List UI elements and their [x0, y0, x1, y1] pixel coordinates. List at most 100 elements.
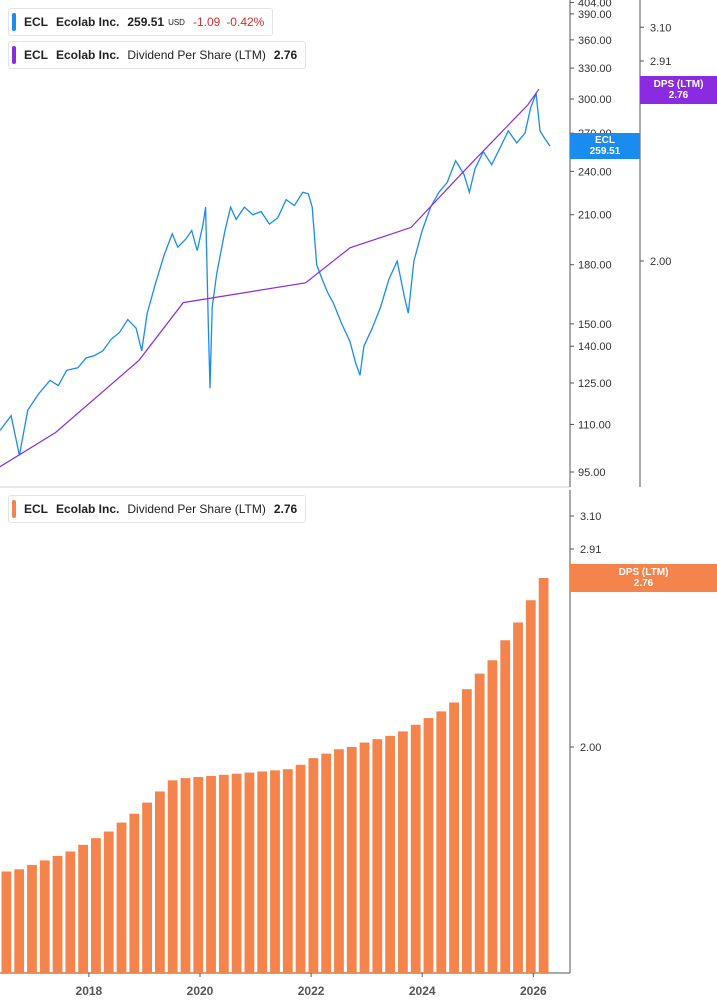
dps-bar [436, 711, 447, 973]
dps-tick-label: 3.10 [650, 22, 671, 34]
price-tick-label: 240.00 [578, 166, 612, 178]
legend-dps-top-metric: Dividend Per Share (LTM) [127, 48, 266, 62]
price-tick-label: 150.00 [578, 319, 612, 331]
dps-bar [461, 689, 472, 973]
dps-bar [206, 775, 216, 973]
price-tick-label: 110.00 [578, 419, 611, 431]
price-tag-value: 259.51 [589, 146, 621, 157]
dps-bar [372, 739, 383, 973]
legend-price-value: 259.51 [127, 15, 165, 29]
dps-bar [257, 771, 268, 973]
legend-dps-top-company: Ecolab Inc. [56, 48, 120, 62]
dps-bar [538, 578, 549, 973]
dps-bar [218, 774, 229, 973]
dps-bar [244, 772, 255, 973]
dps-bar [295, 764, 306, 973]
dps-bottom-tick-label: 2.91 [580, 544, 601, 556]
dps-axis-ticks-top: 3.10 2.91 2.00 [640, 22, 671, 268]
price-axis-ticks: 404.00390.00360.00330.00300.00270.00240.… [570, 0, 612, 479]
dps-tag-top-label: DPS (LTM) [653, 79, 704, 90]
dps-bar [65, 851, 76, 973]
dps-bar [513, 622, 523, 973]
dps-bar [321, 753, 332, 973]
dps-bars [1, 578, 549, 973]
legend-dps-top-swatch [12, 46, 16, 64]
price-line [0, 93, 551, 456]
dps-bar [308, 758, 319, 973]
dps-bar [282, 769, 293, 973]
x-tick-label: 2018 [76, 984, 103, 998]
legend-dps-bottom[interactable]: ECL Ecolab Inc. Dividend Per Share (LTM)… [8, 495, 307, 523]
legend-dps-bottom-value: 2.76 [273, 502, 298, 516]
dps-bar [116, 822, 127, 973]
dps-bar [359, 742, 370, 973]
dps-tag-top-value: 2.76 [668, 90, 689, 101]
legend-currency: USD [168, 17, 185, 27]
legend-dps-bottom-company: Ecolab Inc. [56, 502, 120, 516]
dps-bottom-tick-label: 2.00 [580, 742, 601, 754]
dps-tag-bottom: DPS (LTM) 2.76 [570, 564, 717, 592]
legend-price-swatch [12, 13, 16, 31]
x-tick-label: 2024 [409, 984, 436, 998]
dps-bar [167, 780, 178, 973]
x-tick-label: 2020 [187, 984, 214, 998]
price-tag: ECL 259.51 [570, 133, 640, 159]
price-tick-label: 95.00 [578, 467, 606, 479]
x-tick-label: 2022 [298, 984, 325, 998]
price-tick-label: 360.00 [578, 35, 612, 47]
dps-bar [423, 718, 434, 973]
dps-bar [154, 791, 165, 973]
dps-bar [91, 838, 101, 973]
price-tick-label: 300.00 [578, 94, 612, 106]
dps-bar [27, 864, 37, 973]
dps-bar [487, 660, 498, 973]
x-tick-label: 2026 [520, 984, 547, 998]
dps-bar [39, 860, 50, 973]
dps-bar [14, 869, 25, 973]
dps-bar [78, 844, 89, 973]
legend-dps-top-ticker: ECL [24, 48, 48, 62]
legend-dps-top-value: 2.76 [273, 48, 298, 62]
legend-price[interactable]: ECL Ecolab Inc. 259.51 USD -1.09 -0.42% [8, 8, 274, 36]
dps-tag-top: DPS (LTM) 2.76 [640, 76, 717, 104]
dps-bar [500, 640, 511, 973]
dps-bar [346, 747, 357, 973]
dps-bar [474, 673, 485, 973]
legend-dps-bottom-ticker: ECL [24, 502, 48, 516]
price-tick-label: 140.00 [578, 341, 612, 353]
dps-tick-label: 2.91 [650, 56, 671, 68]
price-tick-label: 180.00 [578, 260, 612, 272]
legend-change: -1.09 [192, 15, 221, 29]
price-tag-label: ECL [595, 135, 615, 146]
price-tick-label: 404.00 [578, 0, 612, 9]
dps-bar [410, 724, 421, 973]
line-series [0, 88, 551, 468]
legend-change-pct: -0.42% [226, 15, 265, 29]
dps-bar [449, 702, 459, 973]
dps-bar [129, 813, 140, 973]
legend-dps-bottom-metric: Dividend Per Share (LTM) [127, 502, 266, 516]
dps-line [0, 88, 540, 468]
legend-ticker: ECL [24, 15, 48, 29]
price-tick-label: 330.00 [578, 63, 612, 75]
dps-bar [334, 749, 344, 973]
dps-bar [52, 855, 63, 973]
legend-company: Ecolab Inc. [56, 15, 120, 29]
dps-tick-label: 2.00 [650, 256, 671, 268]
dps-bar [1, 871, 12, 973]
dps-bottom-tick-label: 3.10 [580, 511, 601, 523]
dps-bar [525, 600, 536, 973]
dps-tag-bottom-value: 2.76 [633, 578, 654, 589]
dps-bar [180, 778, 191, 973]
legend-dps-top[interactable]: ECL Ecolab Inc. Dividend Per Share (LTM)… [8, 41, 307, 69]
price-tick-label: 125.00 [578, 378, 612, 390]
dps-bar [193, 777, 204, 973]
legend-dps-bottom-swatch [12, 500, 16, 518]
dps-bar [385, 735, 396, 973]
dps-bar [231, 773, 242, 973]
dps-tag-bottom-label: DPS (LTM) [618, 567, 669, 578]
dps-bar [398, 731, 408, 973]
dps-bar [270, 770, 280, 973]
price-tick-label: 210.00 [578, 210, 612, 222]
